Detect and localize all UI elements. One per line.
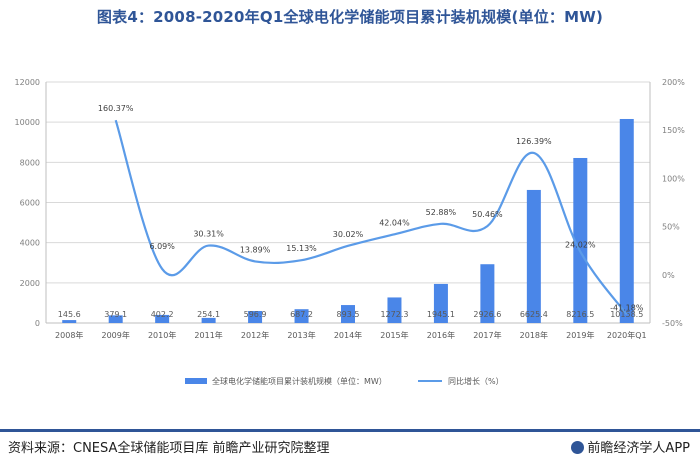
x-tick-label: 2014年 [334,330,362,340]
x-tick-label: 2020年Q1 [607,330,647,340]
bar-data-label: 402.2 [151,310,174,319]
bar-data-label: 596.9 [244,310,267,319]
y-left-tick-label: 10000 [15,118,40,127]
y-left-tick-label: 12000 [15,78,40,87]
y-left-tick-label: 6000 [20,199,40,208]
x-tick-label: 2019年 [566,330,594,340]
growth-line [116,120,627,314]
y-left-tick-label: 0 [35,319,40,328]
y-right-tick-label: 50% [662,223,680,232]
y-right-tick-label: 150% [662,126,685,135]
growth-data-label: -41.18% [610,303,644,312]
x-tick-label: 2009年 [102,330,130,340]
legend-bar-label: 全球电化学储能项目累计装机规模（单位：MW） [212,376,387,386]
bar [62,320,76,323]
growth-data-label: 15.13% [286,244,317,253]
bar-data-label: 145.6 [58,310,81,319]
growth-data-label: 6.09% [149,242,175,251]
growth-data-label: 42.04% [379,218,410,227]
y-left-tick-label: 8000 [20,158,40,167]
y-right-tick-label: 0% [662,271,675,280]
legend-line-label: 同比增长（%） [448,376,504,386]
bar-data-label: 893.5 [337,310,360,319]
bar-data-label: 8216.5 [566,310,594,319]
footer-divider [0,429,700,432]
growth-data-label: 52.88% [426,208,457,217]
growth-data-label: 126.39% [516,137,552,146]
brand-text: 前瞻经济学人APP [587,441,690,456]
x-tick-label: 2015年 [380,330,408,340]
y-left-tick-label: 4000 [20,239,40,248]
brand-label: 前瞻经济学人APP [571,437,690,456]
growth-data-label: 30.31% [193,230,224,239]
source-note: 资料来源：CNESA全球储能项目库 前瞻产业研究院整理 [8,437,330,456]
brand-logo-icon [571,441,584,454]
bar-data-label: 254.1 [197,310,220,319]
legend-bar-swatch [185,378,207,384]
growth-data-label: 24.02% [565,241,596,250]
x-tick-label: 2016年 [427,330,455,340]
growth-data-label: 30.02% [333,230,364,239]
y-right-tick-label: 200% [662,78,685,87]
x-tick-label: 2017年 [473,330,501,340]
bar-data-label: 6625.4 [520,310,548,319]
y-left-tick-label: 2000 [20,279,40,288]
bar-data-label: 379.1 [104,310,127,319]
growth-data-label: 50.46% [472,210,503,219]
bar [620,119,634,323]
bar-data-label: 687.2 [290,310,313,319]
y-right-tick-label: -50% [662,319,683,328]
x-tick-label: 2008年 [55,330,83,340]
growth-data-label: 160.37% [98,104,134,113]
y-right-tick-label: 100% [662,174,685,183]
bar [527,190,541,323]
bar-data-label: 1945.1 [427,310,455,319]
growth-data-label: 13.89% [240,245,271,254]
bar-data-label: 2926.6 [473,310,501,319]
bar-data-label: 1272.3 [380,310,408,319]
x-tick-label: 2010年 [148,330,176,340]
x-tick-label: 2018年 [520,330,548,340]
x-tick-label: 2011年 [194,330,222,340]
x-tick-label: 2013年 [287,330,315,340]
x-tick-label: 2012年 [241,330,269,340]
